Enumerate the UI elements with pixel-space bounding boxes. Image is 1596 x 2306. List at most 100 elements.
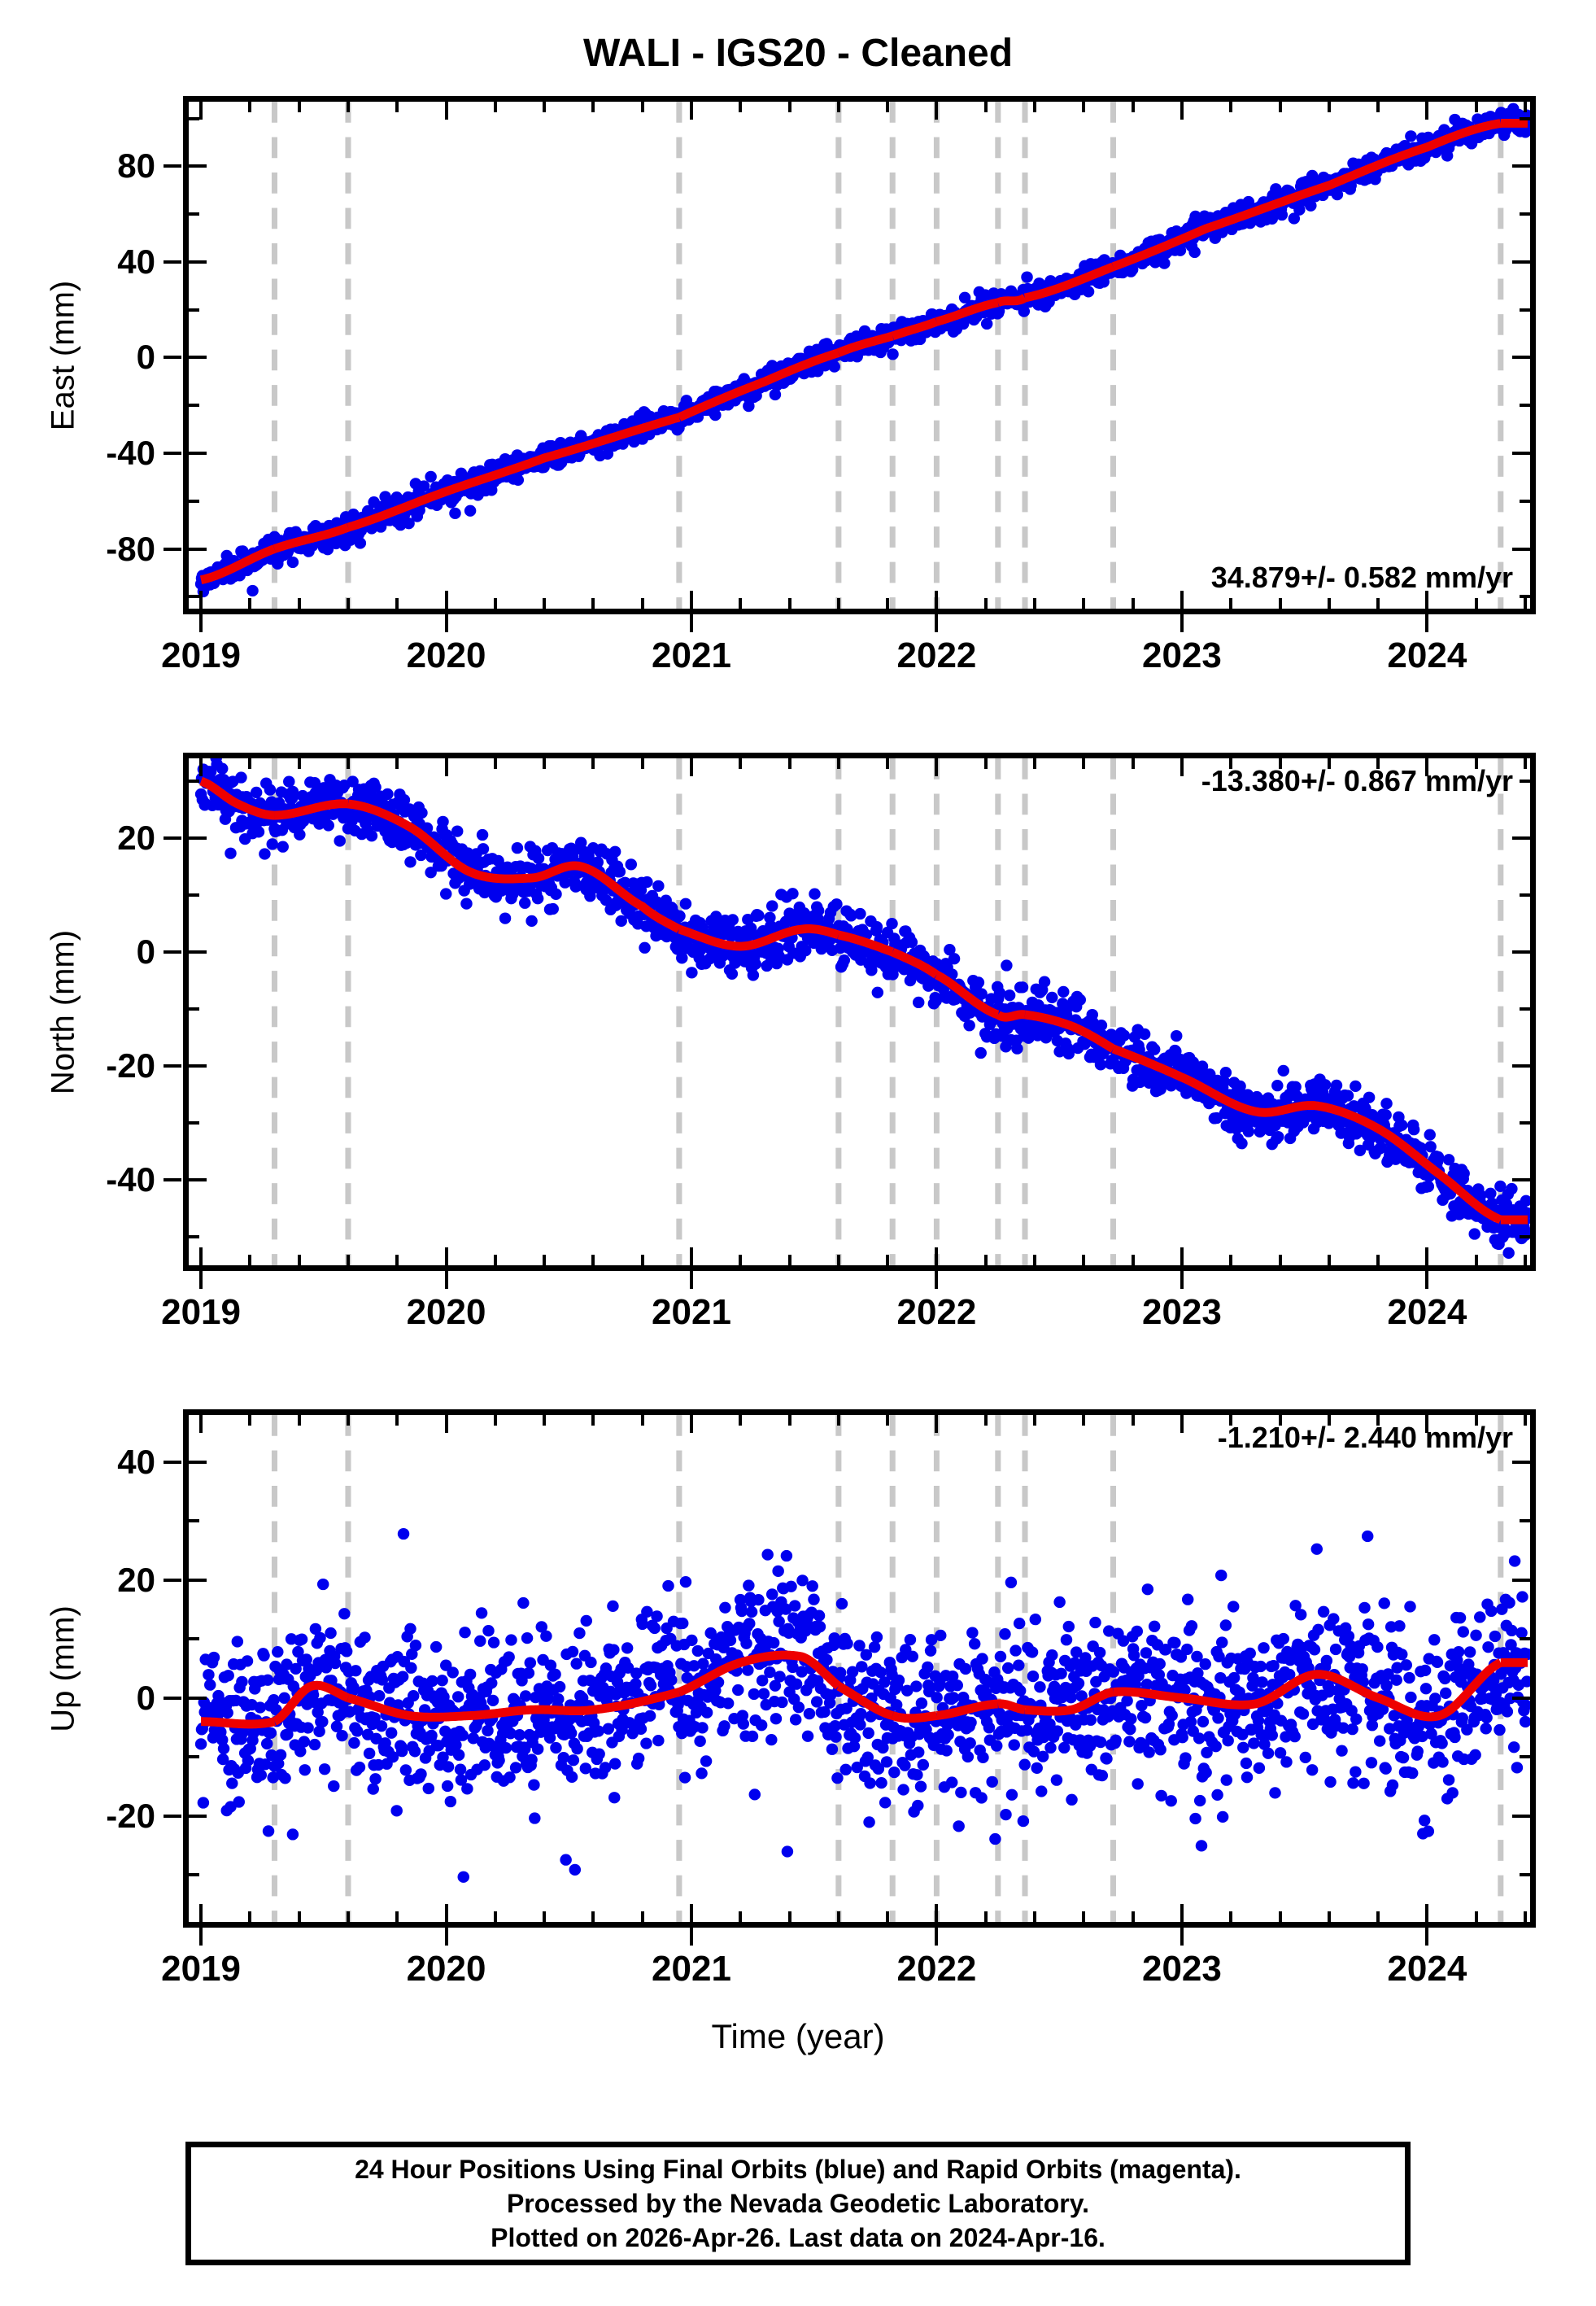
y-tick-major bbox=[189, 1814, 207, 1818]
y-tick-label: -80 bbox=[106, 529, 155, 568]
y-tick-minor bbox=[189, 116, 199, 120]
x-tick-outward bbox=[199, 1271, 203, 1289]
panel-north: North (mm) -13.380+/- 0.867 mm/yr bbox=[0, 0, 1596, 1271]
y-tick-major bbox=[189, 451, 207, 455]
x-tick-outward bbox=[689, 1928, 693, 1946]
x-tick-minor-top bbox=[1229, 102, 1233, 112]
x-tick-outward bbox=[935, 1928, 939, 1946]
y-tick-major-right bbox=[1512, 356, 1530, 360]
x-tick-minor-top bbox=[886, 1415, 890, 1426]
y-tick-minor bbox=[189, 212, 199, 216]
x-tick-minor bbox=[1523, 1911, 1527, 1922]
x-tick-minor bbox=[640, 598, 644, 609]
x-tick-minor bbox=[1376, 1911, 1380, 1922]
x-tick-minor bbox=[886, 1255, 890, 1265]
page-title: WALI - IGS20 - Cleaned bbox=[582, 32, 1014, 75]
x-tick-minor-top bbox=[983, 1415, 988, 1426]
x-tick-outward bbox=[1425, 614, 1429, 632]
x-tick-minor-top bbox=[248, 758, 252, 769]
x-tick-major bbox=[199, 1904, 203, 1922]
y-tick-minor-right bbox=[1520, 1007, 1530, 1011]
x-tick-minor bbox=[395, 1255, 399, 1265]
y-tick-minor-right bbox=[1520, 595, 1530, 599]
y-tick-label: 80 bbox=[117, 146, 155, 186]
y-tick-major-right bbox=[1512, 1696, 1530, 1700]
y-tick-major-right bbox=[1512, 950, 1530, 954]
x-tick-minor bbox=[493, 1911, 497, 1922]
x-tick-minor bbox=[1033, 1911, 1037, 1922]
y-tick-minor bbox=[189, 1873, 199, 1877]
x-tick-minor-top bbox=[346, 758, 350, 769]
x-tick-minor-top bbox=[1523, 102, 1527, 112]
y-tick-outward bbox=[164, 260, 181, 264]
x-tick-outward bbox=[1180, 1928, 1184, 1946]
x-tick-minor bbox=[1278, 1255, 1282, 1265]
x-tick-minor bbox=[1131, 1255, 1135, 1265]
x-tick-label: 2023 bbox=[1141, 1949, 1222, 1989]
x-tick-minor bbox=[1082, 1911, 1086, 1922]
y-tick-outward bbox=[164, 836, 181, 840]
x-tick-outward bbox=[689, 614, 693, 632]
x-tick-minor-top bbox=[836, 1415, 840, 1426]
x-tick-minor bbox=[1474, 1255, 1478, 1265]
x-tick-major-top bbox=[1425, 102, 1429, 120]
x-tick-major bbox=[689, 591, 693, 609]
y-tick-major-right bbox=[1512, 1064, 1530, 1068]
x-tick-outward bbox=[444, 1928, 448, 1946]
x-tick-minor bbox=[1327, 1911, 1331, 1922]
x-tick-major bbox=[935, 591, 939, 609]
y-tick-major-right bbox=[1512, 547, 1530, 551]
y-tick-outward bbox=[164, 1696, 181, 1700]
x-tick-label: 2024 bbox=[1387, 1292, 1467, 1332]
x-tick-minor-top bbox=[1474, 102, 1478, 112]
x-tick-minor bbox=[1229, 1911, 1233, 1922]
caption-line-2: Processed by the Nevada Geodetic Laborat… bbox=[506, 2188, 1090, 2218]
x-tick-major bbox=[444, 1247, 448, 1265]
x-tick-label: 2020 bbox=[406, 635, 486, 675]
y-tick-major-right bbox=[1512, 1578, 1530, 1582]
x-tick-minor bbox=[983, 1911, 988, 1922]
x-tick-major bbox=[1425, 1904, 1429, 1922]
x-tick-minor-top bbox=[248, 102, 252, 112]
x-tick-minor bbox=[787, 1255, 791, 1265]
trend-line bbox=[197, 1650, 1530, 1729]
x-tick-minor-top bbox=[1474, 758, 1478, 769]
y-tick-minor-right bbox=[1520, 212, 1530, 216]
x-tick-minor-top bbox=[1474, 1415, 1478, 1426]
x-tick-label: 2019 bbox=[161, 1292, 242, 1332]
x-tick-major-top bbox=[689, 102, 693, 120]
x-tick-minor-top bbox=[493, 1415, 497, 1426]
y-tick-outward bbox=[164, 356, 181, 360]
plot-area-up bbox=[183, 1409, 1536, 1928]
data-points bbox=[194, 758, 1530, 1259]
caption-line-3: Plotted on 2026-Apr-26. Last data on 202… bbox=[491, 2223, 1105, 2253]
x-tick-minor-top bbox=[836, 758, 840, 769]
caption-line-1: 24 Hour Positions Using Final Orbits (bl… bbox=[355, 2154, 1241, 2184]
x-tick-minor-top bbox=[886, 102, 890, 112]
x-tick-minor-top bbox=[983, 758, 988, 769]
x-tick-minor bbox=[1327, 598, 1331, 609]
panel-up: Up (mm) -1.210+/- 2.440 mm/yr bbox=[0, 0, 1596, 1928]
x-tick-minor bbox=[1229, 598, 1233, 609]
y-tick-minor-right bbox=[1520, 1121, 1530, 1125]
x-tick-minor-top bbox=[395, 1415, 399, 1426]
y-tick-outward bbox=[164, 1578, 181, 1582]
y-tick-minor bbox=[189, 308, 199, 312]
x-tick-minor-top bbox=[1376, 758, 1380, 769]
x-tick-label: 2019 bbox=[161, 635, 242, 675]
y-tick-minor-right bbox=[1520, 1755, 1530, 1759]
x-tick-major bbox=[199, 1247, 203, 1265]
y-tick-outward bbox=[164, 1178, 181, 1181]
y-tick-minor bbox=[189, 595, 199, 599]
x-tick-minor-top bbox=[1082, 102, 1086, 112]
y-tick-outward bbox=[164, 950, 181, 954]
plot-svg-north bbox=[194, 758, 1530, 1265]
x-tick-minor-top bbox=[591, 102, 595, 112]
y-tick-major-right bbox=[1512, 1178, 1530, 1181]
x-tick-minor bbox=[836, 1911, 840, 1922]
x-tick-minor-top bbox=[1131, 1415, 1135, 1426]
y-tick-minor bbox=[189, 404, 199, 408]
x-tick-minor bbox=[983, 598, 988, 609]
x-tick-outward bbox=[1425, 1928, 1429, 1946]
